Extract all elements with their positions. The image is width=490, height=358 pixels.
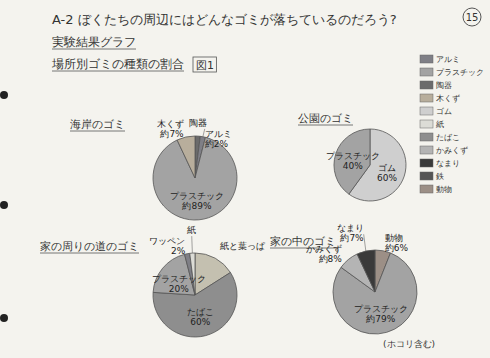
slice-name: かみくず xyxy=(306,244,342,254)
legend-swatch xyxy=(420,55,433,63)
data-label: 40% xyxy=(343,161,363,171)
legend-swatch xyxy=(420,107,433,115)
underline xyxy=(70,131,125,132)
page: A-2 ぼくたちの周辺にはどんなゴミが落ちているのだろう? 15 実験結果グラフ場所… xyxy=(0,0,490,358)
page-number: 15 xyxy=(466,12,479,23)
underline xyxy=(52,71,184,72)
slice-name: プラスチック xyxy=(152,274,206,284)
slice-labels: 動物約6% プラスチック約79% かみくず約8% なまり約7% xyxy=(306,223,409,324)
legend-swatch xyxy=(420,81,433,89)
underline xyxy=(40,253,139,254)
pie-chart: 家の中のゴミ xyxy=(270,235,417,334)
chart-title: 家の周りの道のゴミ xyxy=(40,240,139,253)
punch-hole xyxy=(0,314,8,322)
slice-labels: 紙と葉っぱたばこ60% プラスチック20% ワッペン2% 紙 xyxy=(149,225,265,327)
caption: 場所別ゴミの種類の割合 xyxy=(51,57,184,71)
pie-slice xyxy=(334,129,370,194)
data-label: 約2% xyxy=(205,139,229,149)
pie-slice xyxy=(177,136,195,178)
slice-name: プラスチック xyxy=(326,151,380,161)
slice-name: 紙 xyxy=(187,225,196,235)
slice-name: 紙と葉っぱ xyxy=(220,241,265,251)
data-label: 約6% xyxy=(385,243,409,253)
legend-label: 動物 xyxy=(436,185,452,194)
legend-label: 紙 xyxy=(436,120,444,129)
slice-name: プラスチック xyxy=(170,191,224,201)
legend-label: なまり xyxy=(436,159,460,168)
pie-chart: 公園のゴミ xyxy=(298,112,406,201)
slice-labels: ゴム60% プラスチック40% xyxy=(326,151,398,182)
legend-label: かみくず xyxy=(436,146,468,155)
slice-name: ゴム xyxy=(378,163,396,173)
slice-name: 陶器 xyxy=(189,118,207,128)
legend-label: 鉄 xyxy=(436,172,444,181)
slice-name: たばこ xyxy=(187,307,214,317)
annotation: (ホコリ含む) xyxy=(383,339,435,349)
leader-line xyxy=(191,236,193,253)
slice-name: プラスチック xyxy=(354,304,408,314)
pie-chart: 海岸のゴミ xyxy=(70,118,237,220)
slice-name: 動物 xyxy=(385,233,403,243)
data-label: 約89% xyxy=(182,201,211,211)
legend: アルミプラスチック陶器木くずゴム紙たばこかみくずなまり鉄動物 xyxy=(420,55,484,194)
chart-title: 公園のゴミ xyxy=(298,112,353,125)
legend-label: アルミ xyxy=(436,55,460,64)
data-label: 2% xyxy=(171,246,186,256)
underline xyxy=(52,49,136,50)
legend-swatch xyxy=(420,94,433,102)
data-label: 60% xyxy=(190,317,210,327)
legend-label: 木くず xyxy=(436,94,460,103)
data-label: 60% xyxy=(377,173,397,183)
legend-label: 陶器 xyxy=(436,81,452,90)
data-label: 約7% xyxy=(340,233,364,243)
slice-labels: 陶器アルミ約2% プラスチック約89% 木くず約7% xyxy=(157,118,232,211)
figure-label: 図1 xyxy=(196,59,214,72)
data-label: 20% xyxy=(169,284,189,294)
legend-label: ゴム xyxy=(436,107,452,116)
subtitle: 実験結果グラフ xyxy=(52,35,136,49)
slice-name: なまり xyxy=(337,223,364,233)
underline xyxy=(298,125,353,126)
figure-box xyxy=(193,57,216,72)
data-label: 約7% xyxy=(160,129,184,139)
data-label: 約8% xyxy=(319,254,343,264)
legend-swatch xyxy=(420,120,433,128)
chart-title: 海岸のゴミ xyxy=(70,118,125,131)
slice-name: ワッペン xyxy=(149,236,185,246)
legend-swatch xyxy=(420,172,433,180)
slice-name: 木くず xyxy=(157,119,184,129)
punch-hole xyxy=(0,201,8,209)
data-label: 約79% xyxy=(366,314,395,324)
paper xyxy=(0,0,490,358)
legend-swatch xyxy=(420,146,433,154)
pie-chart: 家の周りの道のゴミ xyxy=(40,240,237,337)
punch-hole xyxy=(0,91,8,99)
legend-swatch xyxy=(420,185,433,193)
legend-swatch xyxy=(420,133,433,141)
legend-swatch xyxy=(420,159,433,167)
legend-label: プラスチック xyxy=(436,68,484,77)
legend-swatch xyxy=(420,68,433,76)
leader-line xyxy=(364,234,366,251)
legend-label: たばこ xyxy=(436,133,460,142)
page-title: A-2 ぼくたちの周辺にはどんなゴミが落ちているのだろう? xyxy=(52,12,397,27)
page-number-circle xyxy=(463,8,481,26)
slice-name: アルミ xyxy=(205,129,232,139)
pie-slice xyxy=(357,250,375,292)
